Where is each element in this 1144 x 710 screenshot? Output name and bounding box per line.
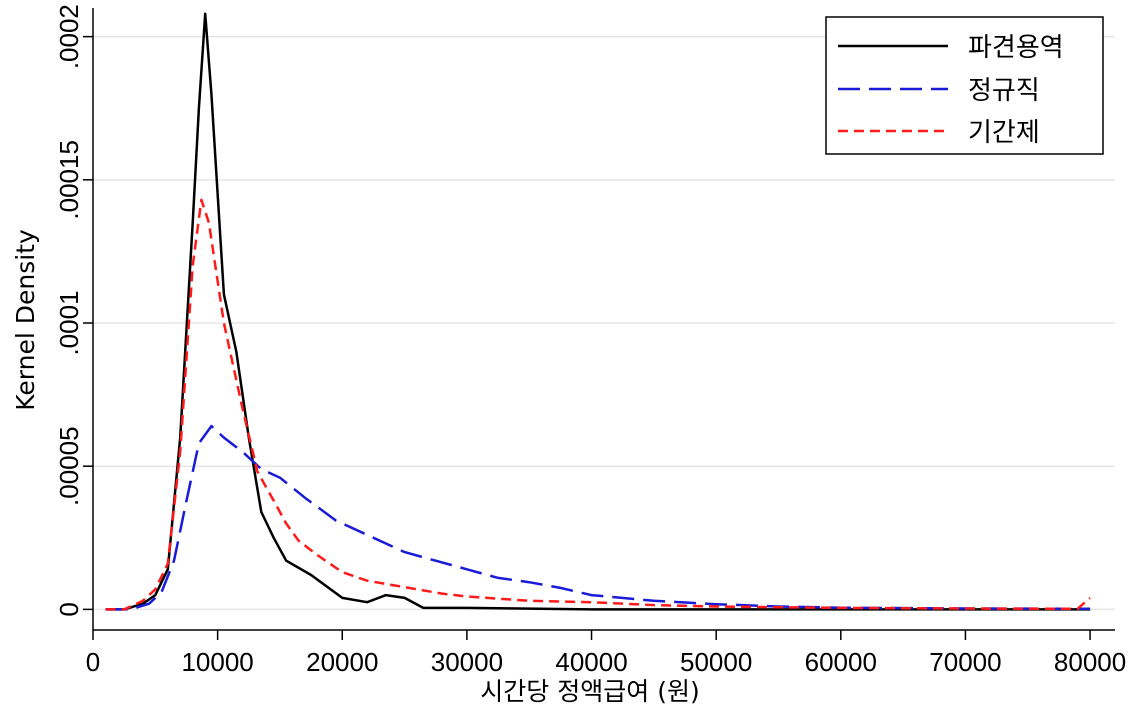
y-axis-ticks: 0 .00005 .0001 .00015 .0002 [54, 4, 93, 617]
x-tick-label: 0 [86, 647, 100, 677]
x-tick-label: 30000 [431, 647, 503, 677]
x-tick-label: 80000 [1054, 647, 1126, 677]
x-tick-label: 20000 [306, 647, 378, 677]
legend: 파견용역 정규직 기간제 [825, 16, 1104, 155]
legend-label-gigan: 기간제 [968, 118, 1040, 148]
series-line-2 [105, 198, 1091, 611]
x-tick-label: 50000 [680, 647, 752, 677]
y-tick-label: .00005 [54, 426, 84, 506]
axes [92, 8, 1115, 631]
x-tick-label: 70000 [929, 647, 1001, 677]
x-tick-label: 10000 [181, 647, 253, 677]
y-tick-label: .00015 [54, 140, 84, 220]
x-tick-label: 40000 [555, 647, 627, 677]
y-axis-title: Kernel Density [11, 229, 40, 411]
x-axis-title: 시간당 정액급여 (원) [480, 677, 699, 706]
legend-label-pagyeon: 파견용역 [968, 33, 1064, 63]
series-lines [105, 12, 1091, 611]
x-axis-ticks: 0 10000 20000 30000 40000 50000 60000 70000 8000… [86, 630, 1126, 677]
x-tick-label: 60000 [805, 647, 877, 677]
series-line-1 [105, 424, 1091, 611]
legend-label-jeonggyu: 정규직 [968, 76, 1040, 106]
y-tick-label: .0001 [54, 290, 84, 355]
y-tick-label: 0 [54, 602, 84, 616]
y-tick-label: .0002 [54, 4, 84, 69]
